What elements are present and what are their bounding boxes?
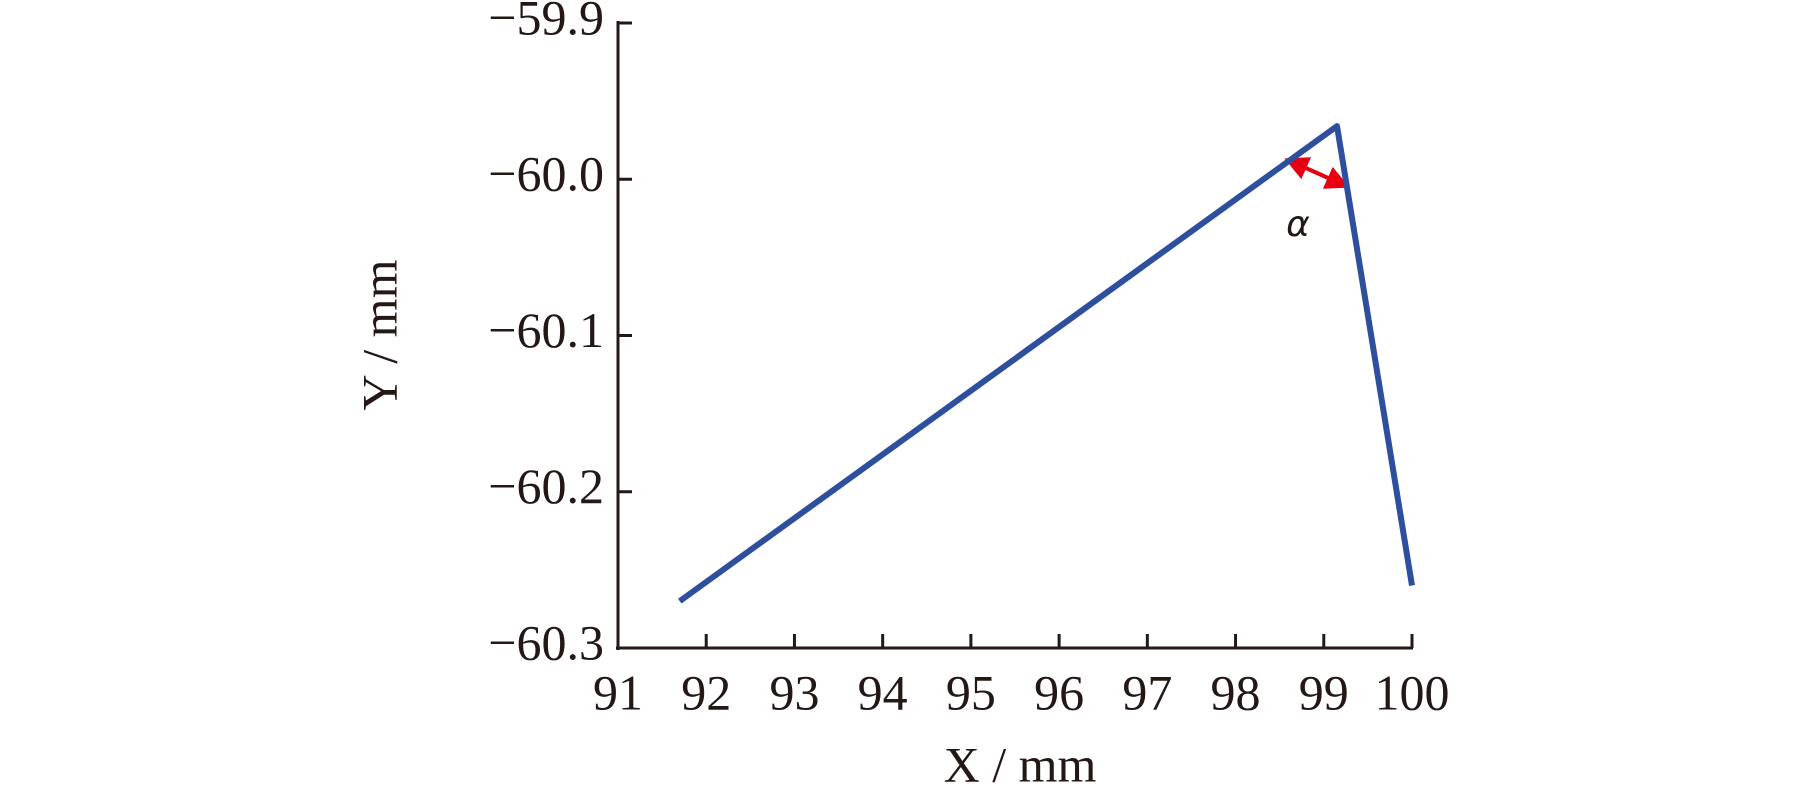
x-tick-label: 100 <box>1375 664 1450 720</box>
y-tick-label: −60.0 <box>488 146 604 202</box>
x-tick-label: 91 <box>593 664 643 720</box>
y-tick-label: −60.2 <box>488 458 604 514</box>
x-tick-label: 95 <box>946 664 996 720</box>
y-tick-label: −60.3 <box>488 614 604 670</box>
x-tick-label: 93 <box>769 664 819 720</box>
annotation: α <box>1286 204 1310 245</box>
x-tick-label: 96 <box>1034 664 1084 720</box>
x-tick-label: 98 <box>1211 664 1261 720</box>
x-axis-title: X / mm <box>944 736 1097 790</box>
y-tick-label: −59.9 <box>488 0 604 45</box>
angle-arrow <box>1284 157 1350 189</box>
y-axis-title: Y / mm <box>351 259 407 410</box>
data-line <box>677 123 1415 604</box>
x-tick-label: 92 <box>681 664 731 720</box>
y-tick-label: −60.1 <box>488 302 604 358</box>
x-tick-label: 99 <box>1299 664 1349 720</box>
x-tick-label: 94 <box>858 664 908 720</box>
x-tick-label: 97 <box>1122 664 1172 720</box>
